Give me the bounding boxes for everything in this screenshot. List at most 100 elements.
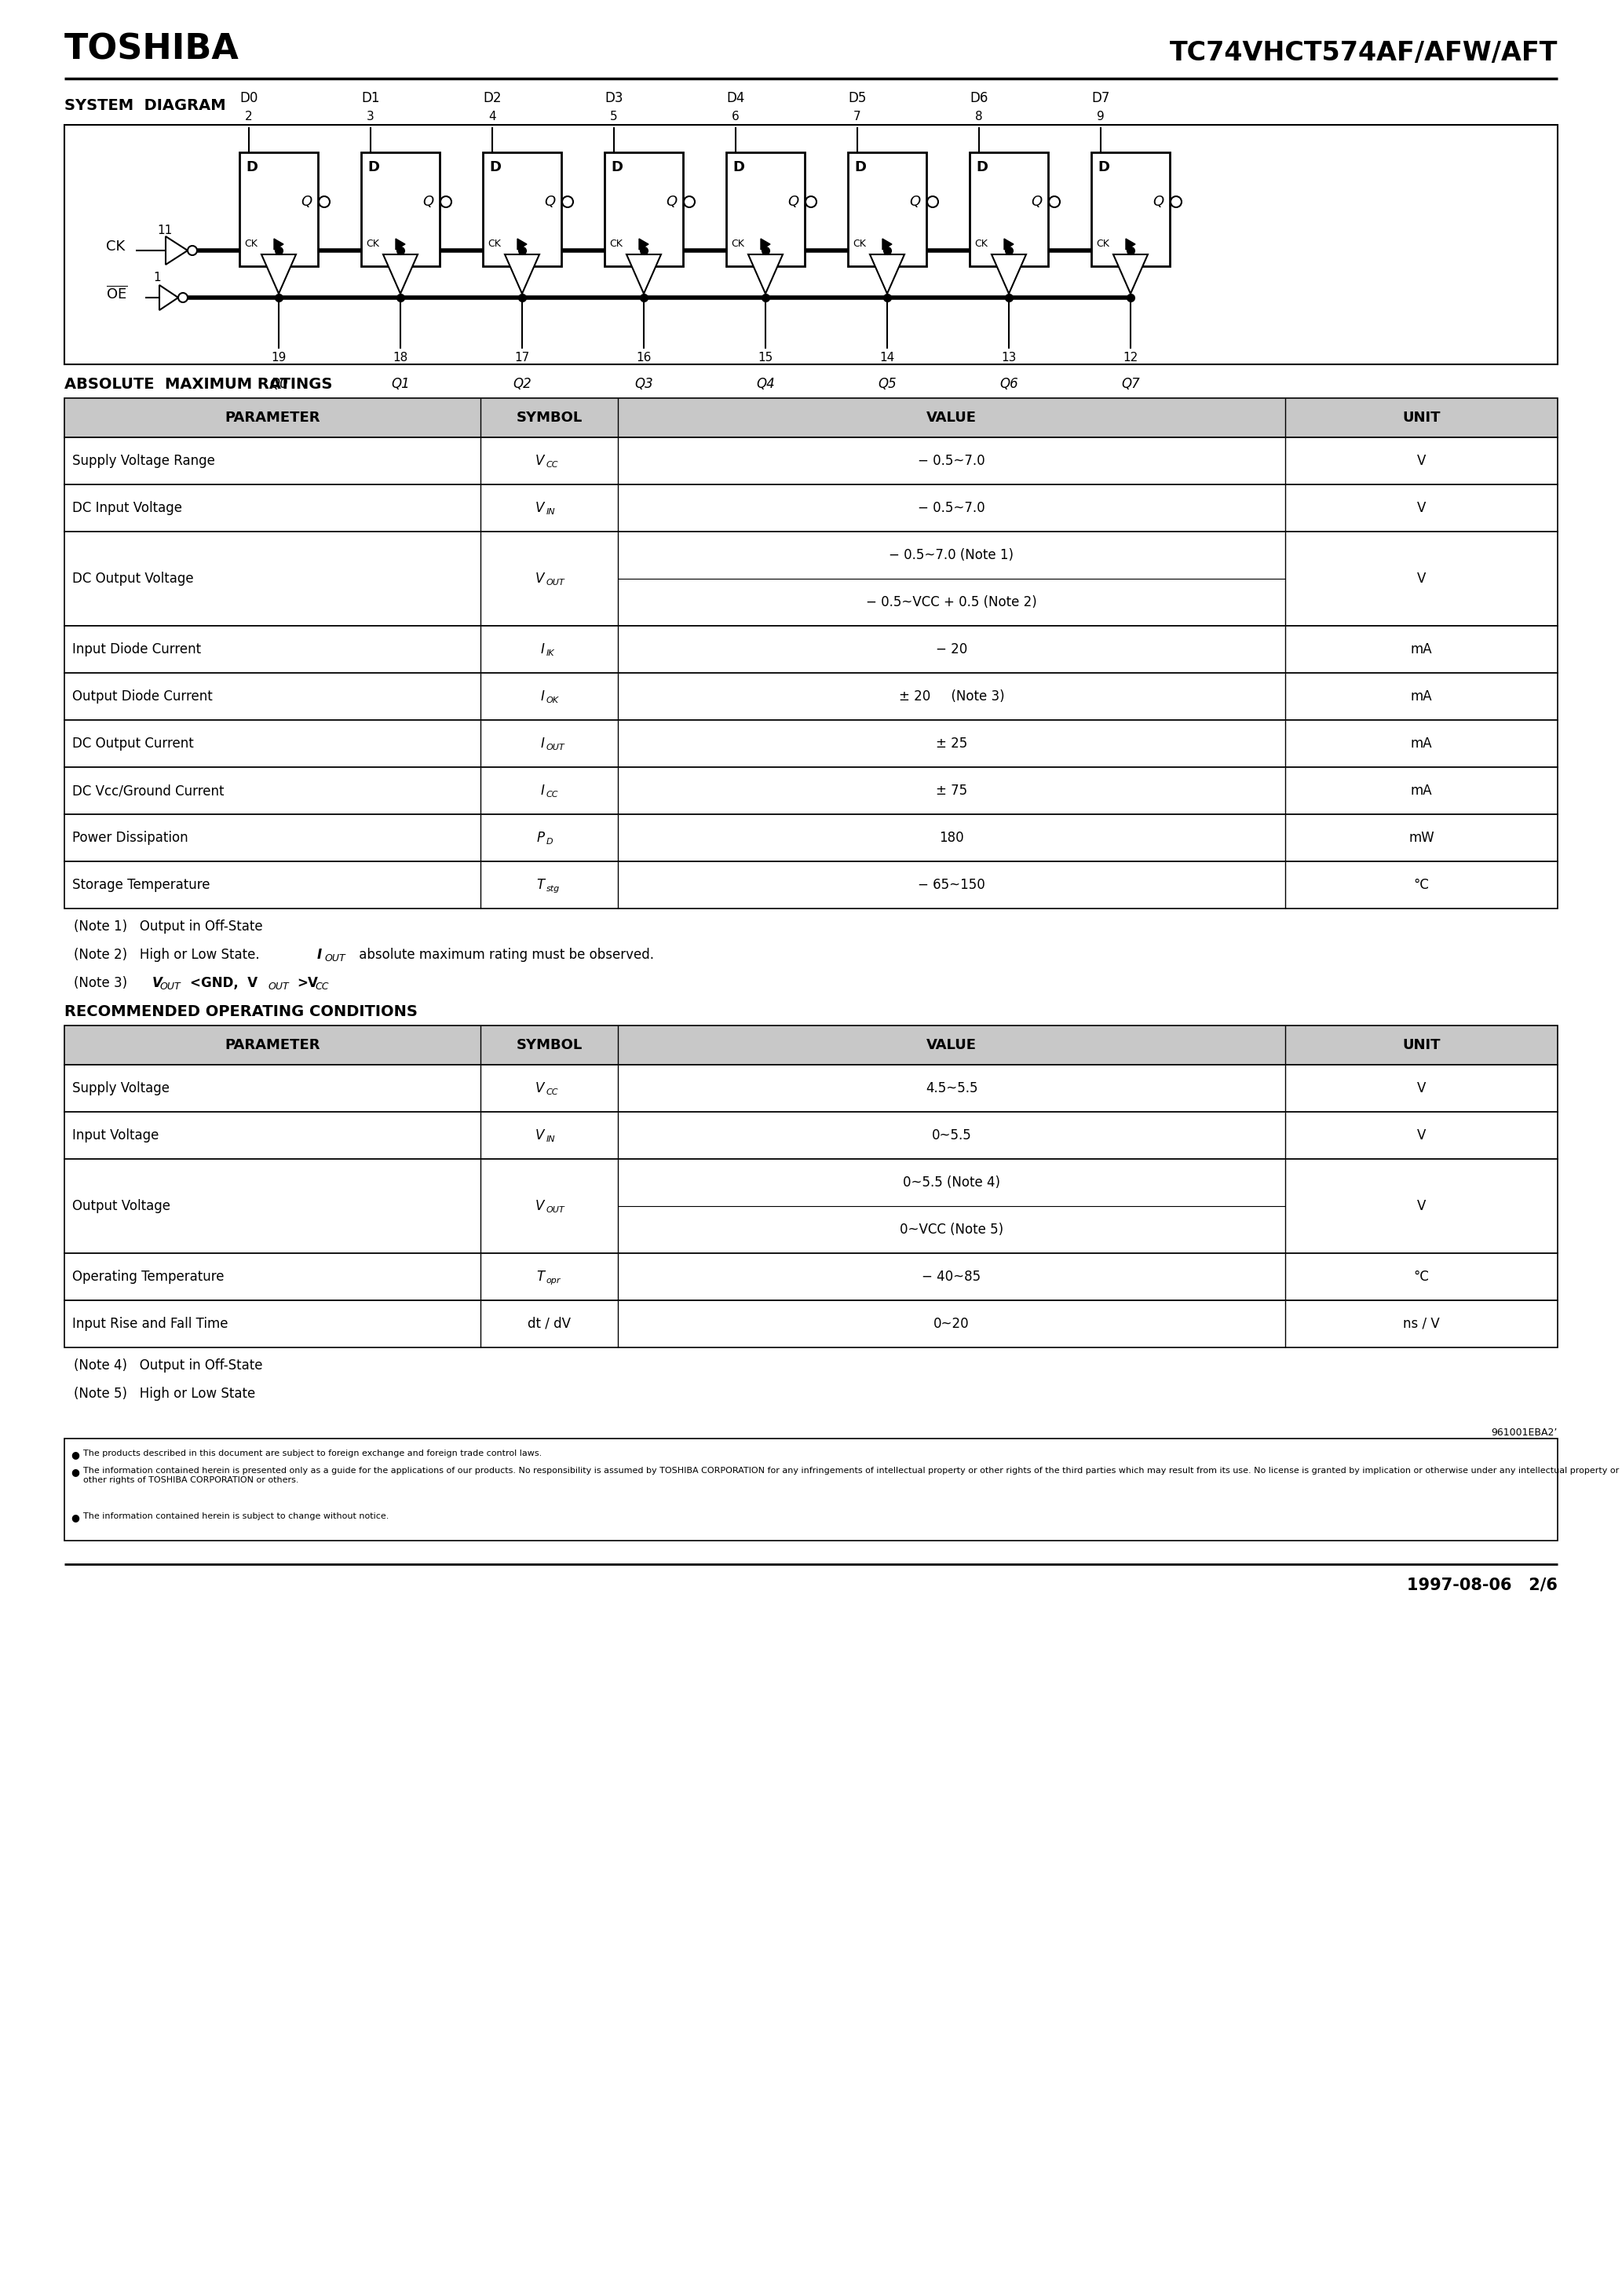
Text: DC Output Voltage: DC Output Voltage [73, 572, 193, 585]
Text: CK: CK [105, 239, 125, 253]
Bar [65, 627, 1557, 673]
Text: Q5: Q5 [878, 377, 897, 390]
Text: CK: CK [732, 239, 744, 250]
Text: − 0.5~7.0 (Note 1): − 0.5~7.0 (Note 1) [889, 549, 1014, 563]
Polygon shape [165, 236, 188, 264]
Text: D: D [247, 161, 258, 174]
Text: 7: 7 [853, 110, 861, 122]
Text: I: I [318, 948, 323, 962]
Text: − 0.5~VCC + 0.5 (Note 2): − 0.5~VCC + 0.5 (Note 2) [866, 595, 1036, 608]
Text: The information contained herein is presented only as a guide for the applicatio: The information contained herein is pres… [83, 1467, 1619, 1483]
Polygon shape [1004, 239, 1014, 250]
Text: 0~20: 0~20 [934, 1318, 970, 1332]
Text: 11: 11 [157, 225, 172, 236]
Bar [65, 1111, 1557, 1159]
Bar [65, 484, 1557, 533]
Text: D: D [368, 161, 380, 174]
Bar [65, 1026, 1557, 1065]
Text: 13: 13 [1001, 351, 1017, 363]
Text: V: V [535, 1081, 545, 1095]
Text: VALUE: VALUE [926, 1038, 976, 1052]
Text: D2: D2 [483, 92, 501, 106]
Text: V: V [1418, 1127, 1426, 1143]
Bar [605, 152, 683, 266]
Text: Q: Q [543, 195, 555, 209]
Text: 4.5~5.5: 4.5~5.5 [926, 1081, 978, 1095]
Circle shape [684, 195, 694, 207]
Text: Q0: Q0 [269, 377, 289, 390]
Polygon shape [159, 285, 178, 310]
Text: opr: opr [547, 1277, 561, 1286]
Text: 17: 17 [514, 351, 530, 363]
Text: CK: CK [610, 239, 623, 250]
Text: D6: D6 [970, 92, 988, 106]
Text: UNIT: UNIT [1403, 411, 1440, 425]
Circle shape [178, 294, 188, 303]
Text: 961001EBA2’: 961001EBA2’ [1491, 1428, 1557, 1437]
Text: OUT: OUT [324, 953, 345, 964]
Text: DC Input Voltage: DC Input Voltage [73, 501, 182, 514]
Text: I: I [540, 643, 545, 657]
Text: Q: Q [300, 195, 311, 209]
Text: CC: CC [547, 461, 558, 468]
Text: D3: D3 [605, 92, 623, 106]
Text: Q3: Q3 [634, 377, 654, 390]
Text: (Note 2)   High or Low State.: (Note 2) High or Low State. [73, 948, 268, 962]
Bar [848, 152, 926, 266]
Text: V: V [1418, 501, 1426, 514]
Bar [65, 1300, 1557, 1348]
Text: Input Rise and Fall Time: Input Rise and Fall Time [73, 1318, 229, 1332]
Polygon shape [991, 255, 1027, 294]
Polygon shape [869, 255, 905, 294]
Text: Q: Q [787, 195, 798, 209]
Text: 0~VCC (Note 5): 0~VCC (Note 5) [900, 1221, 1004, 1238]
Text: dt / dV: dt / dV [527, 1318, 571, 1332]
Text: T: T [537, 877, 545, 893]
Circle shape [320, 195, 329, 207]
Text: ●: ● [71, 1449, 79, 1460]
Bar [65, 1159, 1557, 1254]
Text: 1: 1 [152, 271, 161, 282]
Text: ●: ● [71, 1513, 79, 1522]
Text: stg: stg [547, 884, 560, 893]
Bar [65, 815, 1557, 861]
Text: mA: mA [1411, 737, 1432, 751]
Text: mW: mW [1408, 831, 1434, 845]
Text: IN: IN [547, 507, 555, 517]
Text: Q7: Q7 [1121, 377, 1140, 390]
Text: I: I [540, 737, 545, 751]
Text: ns / V: ns / V [1403, 1318, 1440, 1332]
Text: CK: CK [975, 239, 988, 250]
Text: SYMBOL: SYMBOL [516, 411, 582, 425]
Text: V: V [1418, 1199, 1426, 1212]
Text: 180: 180 [939, 831, 963, 845]
Polygon shape [761, 239, 770, 250]
Bar [1092, 152, 1169, 266]
Text: 12: 12 [1122, 351, 1139, 363]
Polygon shape [274, 239, 284, 250]
Bar [65, 397, 1557, 436]
Circle shape [563, 195, 573, 207]
Text: V: V [535, 501, 545, 514]
Bar [483, 152, 561, 266]
Text: OUT: OUT [547, 1205, 564, 1215]
Text: 0~5.5 (Note 4): 0~5.5 (Note 4) [903, 1176, 1001, 1189]
Text: mA: mA [1411, 689, 1432, 703]
Polygon shape [626, 255, 662, 294]
Text: ●: ● [71, 1467, 79, 1476]
Text: D1: D1 [362, 92, 380, 106]
Text: 0~5.5: 0~5.5 [931, 1127, 972, 1143]
Text: OUT: OUT [547, 744, 564, 751]
Text: D: D [976, 161, 988, 174]
Bar [65, 1065, 1557, 1111]
Text: 4: 4 [488, 110, 496, 122]
Text: D: D [490, 161, 501, 174]
Text: absolute maximum rating must be observed.: absolute maximum rating must be observed… [355, 948, 654, 962]
Text: SYSTEM  DIAGRAM: SYSTEM DIAGRAM [65, 99, 225, 113]
Text: mA: mA [1411, 783, 1432, 797]
Text: UNIT: UNIT [1403, 1038, 1440, 1052]
Bar [727, 152, 805, 266]
Text: mA: mA [1411, 643, 1432, 657]
Text: 3: 3 [367, 110, 375, 122]
Text: Supply Voltage Range: Supply Voltage Range [73, 455, 216, 468]
